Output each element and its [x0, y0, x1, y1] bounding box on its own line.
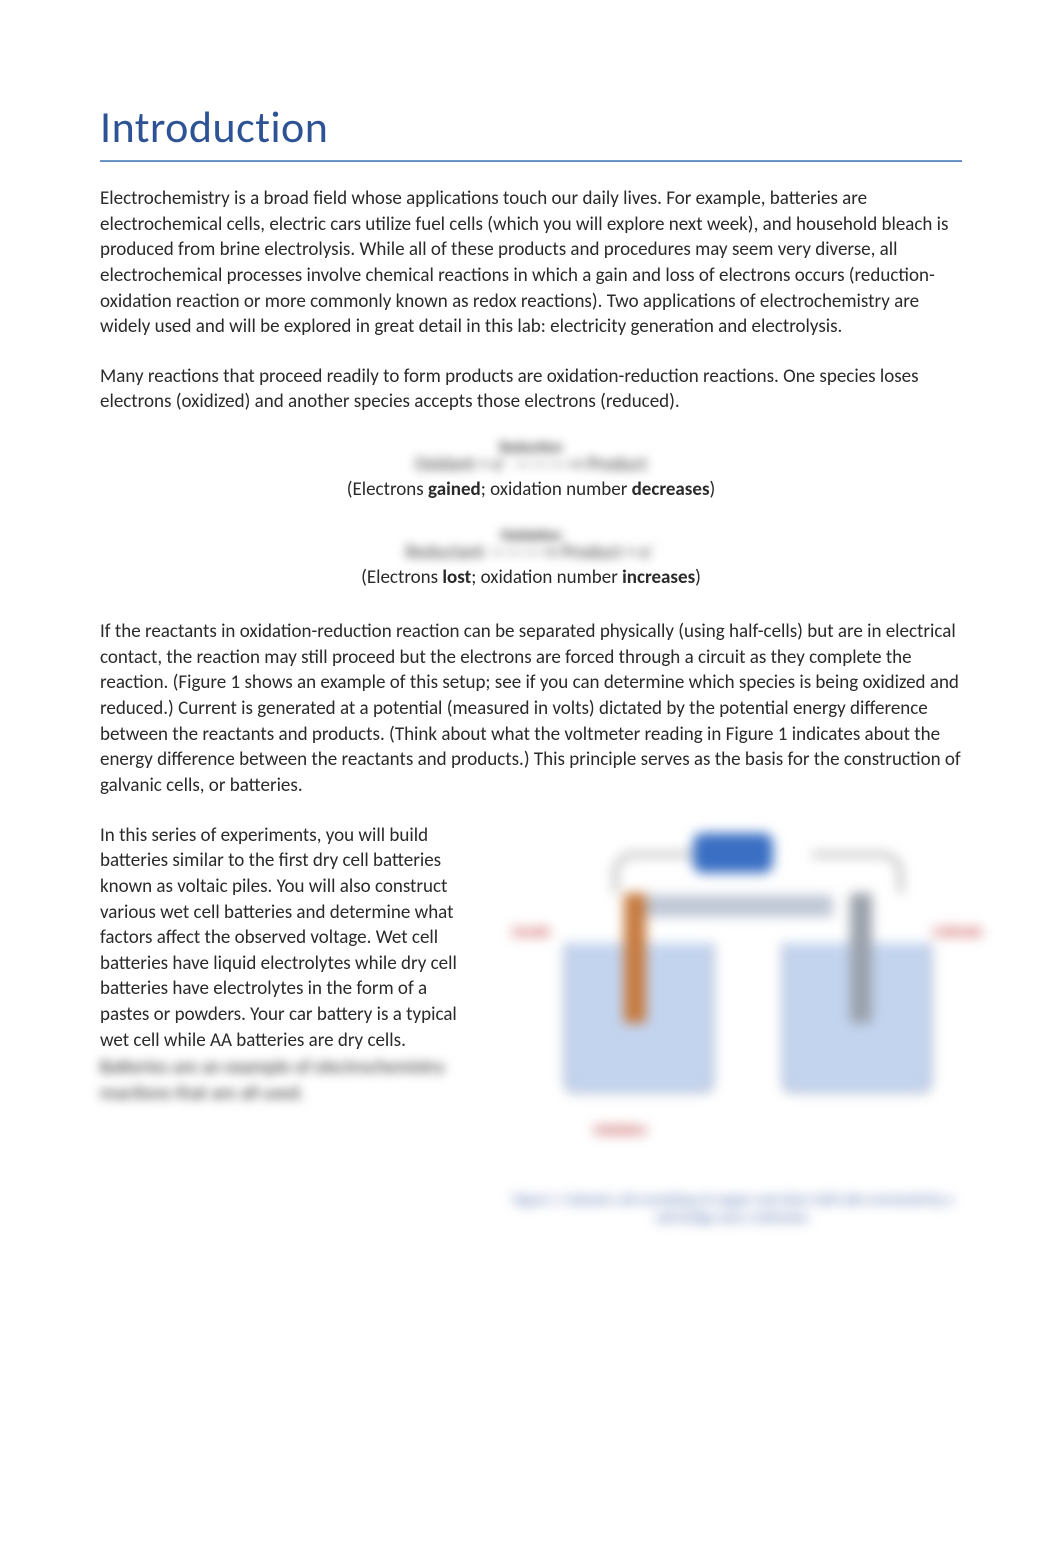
paragraph-intro: Electrochemistry is a broad field whose … [100, 186, 962, 340]
paragraph-experiments: In this series of experiments, you will … [100, 823, 480, 1227]
oxidation-region-label: Oxidation [594, 1123, 647, 1138]
title-divider [100, 160, 962, 162]
equation-oxidation: Oxidation Reductant ———→ Product + e⁻ (E… [100, 527, 962, 589]
figure-caption: Figure 1. Galvanic cell consisting of co… [504, 1191, 962, 1227]
cap-bold: decreases [632, 478, 710, 501]
salt-bridge [633, 895, 833, 917]
voltmeter-icon [693, 833, 773, 873]
cap-text: ; oxidation number [481, 478, 632, 501]
reduction-equation-blurred: Oxidant + e⁻ ———→ Product [415, 453, 648, 476]
reduction-caption: (Electrons gained; oxidation number decr… [100, 478, 962, 501]
cap-text: (Electrons [361, 566, 442, 589]
cap-text: ) [695, 566, 701, 589]
wire-left [614, 853, 704, 893]
page-title: Introduction [100, 100, 962, 154]
wire-right [812, 853, 902, 893]
galvanic-cell-diagram: Anode Cathode Oxidation [504, 823, 962, 1183]
oxidation-equation-blurred: Reductant ———→ Product + e⁻ [405, 541, 656, 564]
p4-blurred-tail: Batteries are an example of electrochemi… [100, 1055, 480, 1106]
p4-visible-text: In this series of experiments, you will … [100, 824, 457, 1052]
paragraph-redox: Many reactions that proceed readily to f… [100, 364, 962, 415]
cap-bold: lost [442, 566, 471, 589]
equation-reduction: Reduction Oxidant + e⁻ ———→ Product (Ele… [100, 439, 962, 501]
cap-text: ) [710, 478, 716, 501]
figure-1: Anode Cathode Oxidation Figure 1. Galvan… [504, 823, 962, 1227]
cap-text: (Electrons [347, 478, 428, 501]
electrode-copper [624, 893, 646, 1023]
cap-text: ; oxidation number [471, 566, 622, 589]
paragraph-halfcells: If the reactants in oxidation-reduction … [100, 619, 962, 798]
cathode-label: Cathode [933, 923, 982, 940]
oxidation-caption: (Electrons lost; oxidation number increa… [100, 566, 962, 589]
electrode-silver [850, 893, 872, 1023]
cap-bold: increases [622, 566, 695, 589]
anode-label: Anode [512, 923, 550, 940]
two-column-region: In this series of experiments, you will … [100, 823, 962, 1227]
cap-bold: gained [428, 478, 481, 501]
